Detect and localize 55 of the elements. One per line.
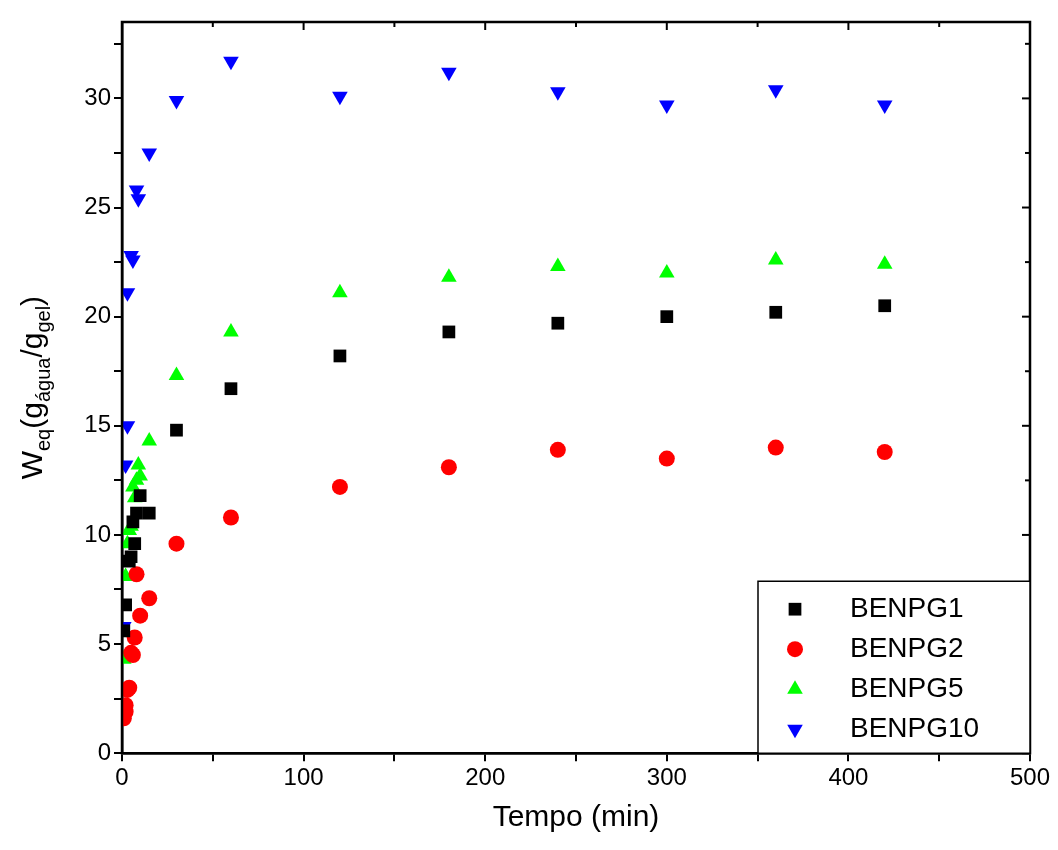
y-tick-label: 0 (97, 737, 111, 765)
point (132, 607, 149, 624)
point (767, 85, 784, 99)
x-tick-label: 0 (115, 763, 129, 791)
point (168, 96, 185, 110)
point (128, 537, 142, 551)
point (767, 439, 784, 456)
point (122, 421, 136, 435)
x-tick-label: 200 (465, 763, 506, 791)
point (660, 310, 674, 324)
y-tick-label: 10 (84, 519, 111, 547)
point (125, 255, 141, 269)
point (549, 441, 566, 458)
point (441, 67, 457, 82)
x-tick-label: 300 (646, 763, 687, 791)
y-axis-title: Weq(gágua/ggel) (15, 295, 54, 480)
point (223, 56, 239, 71)
point (126, 629, 143, 646)
point (168, 535, 185, 552)
point (122, 288, 136, 302)
y-tick-label: 5 (97, 628, 111, 656)
point (141, 590, 158, 607)
y-tick-label: 30 (84, 83, 111, 111)
point (550, 87, 566, 101)
point (769, 305, 783, 319)
x-tick-label: 500 (1009, 763, 1051, 791)
point (222, 509, 239, 526)
point (876, 100, 893, 114)
point (440, 459, 457, 476)
x-tick-label: 100 (283, 763, 324, 791)
point (224, 382, 238, 396)
point (130, 506, 143, 520)
legend-label: BENPG1 (850, 591, 964, 623)
legend-label: BENPG5 (850, 671, 964, 703)
legend-label: BENPG2 (850, 631, 964, 663)
y-tick-label: 15 (84, 410, 111, 438)
point (124, 550, 138, 564)
point (133, 489, 147, 503)
point (170, 423, 183, 437)
x-axis-title: Tempo (min) (492, 799, 660, 833)
point (128, 566, 145, 583)
point (551, 316, 565, 330)
y-tick-label: 20 (84, 301, 111, 329)
point (331, 478, 348, 495)
point (878, 299, 892, 313)
point (658, 450, 675, 467)
point (332, 91, 348, 106)
y-tick-label: 25 (84, 192, 111, 220)
point (141, 148, 158, 162)
legend-label: BENPG10 (850, 711, 980, 743)
point (876, 443, 893, 460)
point (659, 100, 675, 114)
point (130, 194, 147, 208)
x-tick-label: 400 (828, 763, 869, 791)
point (142, 506, 156, 520)
